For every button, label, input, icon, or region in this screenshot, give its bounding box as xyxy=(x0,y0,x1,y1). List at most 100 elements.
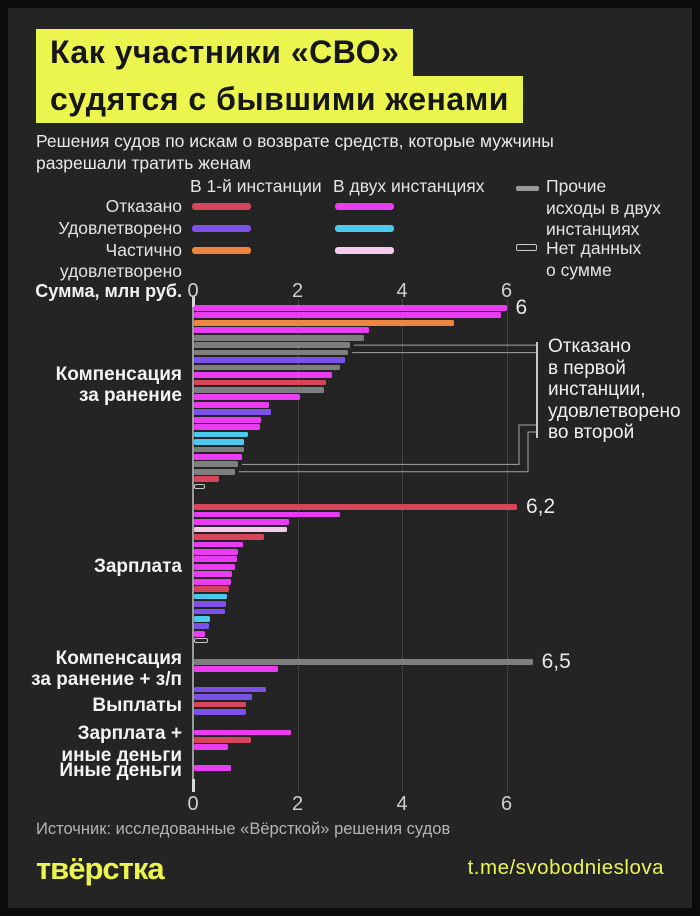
swatch-other-outcomes xyxy=(516,186,539,191)
bar-segment xyxy=(194,364,341,371)
bar-segment xyxy=(194,305,507,311)
axis-tick-label-bottom: 4 xyxy=(396,793,408,815)
bar-segment xyxy=(194,446,244,453)
axis-tick-label-bottom: 2 xyxy=(291,793,304,815)
bar-segment xyxy=(194,556,237,563)
gridline xyxy=(506,300,508,791)
bar-segment xyxy=(194,401,270,408)
bar-segment xyxy=(194,541,243,548)
bar-segment xyxy=(194,357,346,363)
bar-segment xyxy=(194,372,332,378)
bar-segment xyxy=(194,616,211,622)
axis-tick-mark xyxy=(191,297,195,307)
value-label: 6,5 xyxy=(541,649,571,673)
legend-col1-header: В 1-й инстанции xyxy=(190,176,322,196)
value-label: 6 xyxy=(515,295,528,319)
bar-segment xyxy=(194,666,278,673)
bar-segment xyxy=(194,342,350,349)
category-label: Зарплата + иные деньги xyxy=(61,723,182,766)
bar-segment xyxy=(194,534,264,540)
bar-segment xyxy=(194,386,324,393)
bar-segment xyxy=(194,483,206,489)
legend-label-satisfied: Удовлетворено xyxy=(58,218,182,238)
bar-segment xyxy=(194,764,232,771)
bar-segment xyxy=(194,519,290,525)
telegram-link[interactable]: t.me/svobodnieslova xyxy=(467,856,664,879)
gridline xyxy=(402,300,403,791)
bar-segment xyxy=(194,439,245,445)
bar-segment xyxy=(194,729,291,736)
bar-segment xyxy=(194,312,502,319)
verstka-logo: твёрстка xyxy=(36,851,165,886)
bar-segment xyxy=(194,578,231,585)
category-label: Зарплата xyxy=(93,556,182,578)
bar-segment xyxy=(194,319,455,326)
axis-tick-label-top: 4 xyxy=(396,280,408,302)
axis-tick-label-top: 6 xyxy=(500,280,513,302)
swatch-refused-both xyxy=(335,203,394,210)
bar-segment xyxy=(194,379,327,386)
bar-segment xyxy=(194,349,349,356)
value-label: 6,2 xyxy=(525,495,556,519)
bar-segment xyxy=(194,623,210,630)
category-label: Компенсация за ранение xyxy=(55,363,182,407)
bar-segment xyxy=(194,526,288,533)
category-label: Иные деньги xyxy=(59,759,182,781)
bar-segment xyxy=(194,593,228,600)
bar-segment xyxy=(194,601,226,607)
bar-segment xyxy=(194,744,228,751)
bar-segment xyxy=(194,476,220,483)
axis-tick-label-top: 2 xyxy=(291,280,304,302)
bar-segment xyxy=(194,563,235,570)
page-title-line-1: Как участники «СВО» xyxy=(36,29,414,76)
swatch-no-data xyxy=(516,244,537,251)
swatch-partial-first xyxy=(192,247,251,254)
page-title-line-2: судятся с бывшими женами xyxy=(36,76,523,123)
bar-segment xyxy=(194,638,209,644)
legend-label-partial: Частично удовлетворено xyxy=(59,240,182,281)
bar-segment xyxy=(194,694,252,700)
axis-tick-label-bottom: 6 xyxy=(500,793,513,815)
bar-segment xyxy=(194,454,242,460)
bar-segment xyxy=(194,701,246,708)
bar-segment xyxy=(194,686,267,693)
swatch-refused-first xyxy=(192,203,251,210)
legend-label-refused: Отказано xyxy=(105,196,182,216)
axis-title: Сумма, млн руб. xyxy=(35,281,182,301)
category-label: Компенсация за ранение + з/п xyxy=(31,647,182,691)
bar-segment xyxy=(194,511,341,518)
swatch-satisfied-first xyxy=(192,225,251,232)
annotation-text: Отказано в первой инстанции, удовлетворе… xyxy=(548,336,681,443)
bar-segment xyxy=(194,586,229,592)
bar-segment xyxy=(194,504,517,511)
bar-segment xyxy=(194,334,364,341)
bar-segment xyxy=(194,409,271,416)
bar-segment xyxy=(194,431,249,438)
bar-segment xyxy=(194,658,533,665)
axis-tick-label-top: 0 xyxy=(187,280,199,302)
bar-segment xyxy=(194,709,246,715)
legend-col2-header: В двух инстанциях xyxy=(333,176,485,196)
bar-segment xyxy=(194,468,235,475)
axis-tick-label-bottom: 0 xyxy=(187,793,199,815)
legend-label-no-data: Нет данных о сумме xyxy=(546,238,642,280)
bar-segment xyxy=(194,394,301,401)
swatch-partial-both xyxy=(335,247,394,254)
bar-segment xyxy=(194,630,206,637)
legend-label-other: Прочие исходы в двух инстанциях xyxy=(546,176,661,239)
bar-segment xyxy=(194,424,260,430)
category-label: Выплаты xyxy=(92,694,182,716)
axis-line xyxy=(192,302,194,791)
bar-segment xyxy=(194,461,238,468)
axis-tick-mark xyxy=(191,779,195,792)
source-note: Источник: исследованные «Вёрсткой» решен… xyxy=(36,820,451,838)
swatch-satisfied-both xyxy=(335,225,394,232)
gridline xyxy=(297,300,299,791)
bar-segment xyxy=(194,736,251,743)
bar-segment xyxy=(194,327,370,334)
bar-segment xyxy=(194,416,261,423)
subtitle: Решения судов по искам о возврате средст… xyxy=(36,131,554,173)
bar-segment xyxy=(194,571,232,578)
